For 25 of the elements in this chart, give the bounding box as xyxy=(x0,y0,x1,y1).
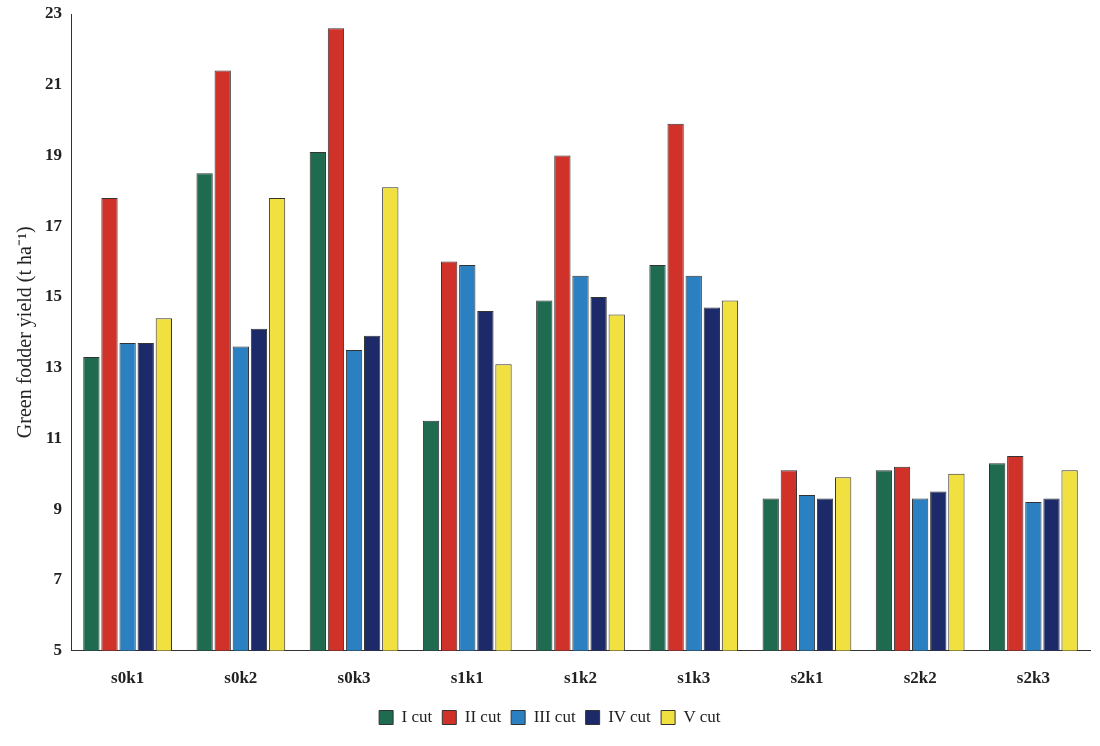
x-tick-label: s2k3 xyxy=(1016,668,1050,688)
y-tick-label: 11 xyxy=(45,427,62,447)
legend-label: III cut xyxy=(533,706,576,726)
x-tick-label: s0k3 xyxy=(337,668,371,688)
y-tick-label: 13 xyxy=(45,357,62,377)
x-tick-label: s0k2 xyxy=(224,668,258,688)
y-tick-label: 21 xyxy=(45,74,62,94)
y-tick-label: 17 xyxy=(45,215,63,235)
y-tick-label: 23 xyxy=(45,3,62,23)
x-tick-label: s0k1 xyxy=(111,668,145,688)
y-tick-label: 15 xyxy=(45,286,62,306)
y-tick-label: 19 xyxy=(45,144,62,164)
x-tick-label: s2k2 xyxy=(903,668,937,688)
y-axis-title: Green fodder yield (t ha⁻¹) xyxy=(13,226,37,439)
x-tick-label: s2k1 xyxy=(790,668,824,688)
y-tick-label: 7 xyxy=(53,569,63,589)
y-tick-label: 5 xyxy=(53,639,62,659)
legend-label: V cut xyxy=(683,706,721,726)
legend-label: I cut xyxy=(401,706,433,726)
x-tick-label: s1k1 xyxy=(450,668,484,688)
x-tick-label: s1k2 xyxy=(563,668,598,688)
y-tick-label: 9 xyxy=(53,498,62,518)
legend-label: IV cut xyxy=(608,706,652,726)
legend-label: II cut xyxy=(464,706,502,726)
x-tick-label: s1k3 xyxy=(677,668,711,688)
